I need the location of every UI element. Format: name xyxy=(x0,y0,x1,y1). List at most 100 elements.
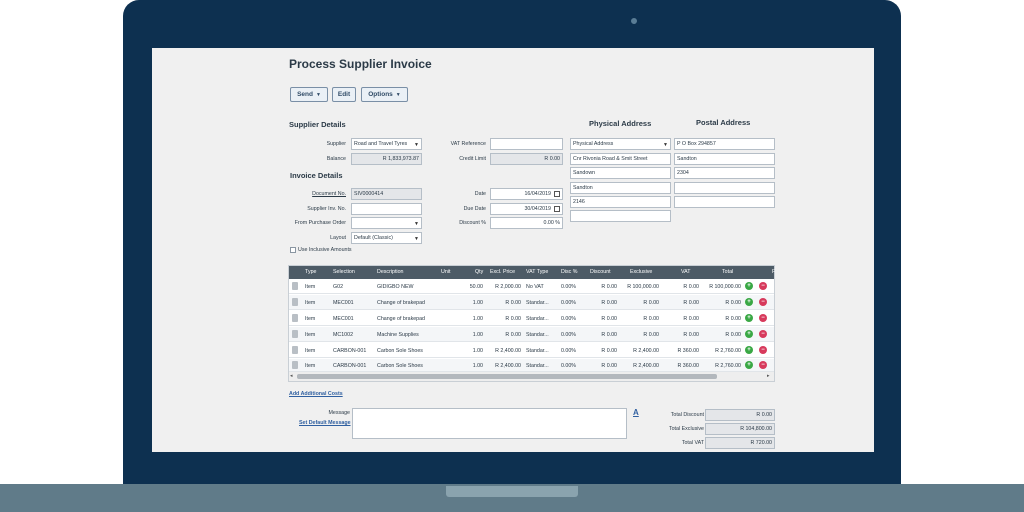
add-row-icon[interactable]: + xyxy=(745,330,753,338)
cell-discount: R 0.00 xyxy=(601,300,617,306)
col-disc-pct[interactable]: Disc % xyxy=(561,269,578,275)
postal-address-line-5[interactable] xyxy=(674,196,775,208)
table-row[interactable]: Item MEC001 Change of brakepad 1.00 R 0.… xyxy=(289,295,774,310)
physical-address-line-1[interactable]: Cnr Rivonia Road & Smit Street xyxy=(570,153,671,165)
table-row[interactable]: Item MC1002 Machine Supplies 1.00 R 0.00… xyxy=(289,327,774,342)
cell-type: Item xyxy=(305,332,316,338)
physical-address-line-2[interactable]: Sandown xyxy=(570,167,671,179)
balance-field: R 1,833,973.87 xyxy=(351,153,422,165)
total-vat-label: Total VAT xyxy=(681,440,704,446)
total-exclusive-label: Total Exclusive xyxy=(668,426,704,432)
remove-row-icon[interactable]: − xyxy=(759,330,767,338)
postal-address-line-1[interactable]: P O Box 294857 xyxy=(674,138,775,150)
scrollbar-thumb[interactable] xyxy=(297,374,717,379)
col-qty[interactable]: Qty xyxy=(475,269,484,275)
balance-value: R 1,833,973.87 xyxy=(382,156,419,162)
table-row[interactable]: Item CARBON-001 Carbon Sole Shoes 1.00 R… xyxy=(289,359,774,372)
cell-exclusive: R 0.00 xyxy=(643,332,659,338)
col-type[interactable]: Type xyxy=(305,269,317,275)
col-unit[interactable]: Unit xyxy=(441,269,451,275)
col-total[interactable]: Total xyxy=(722,269,734,275)
add-row-icon[interactable]: + xyxy=(745,298,753,306)
cell-discount: R 0.00 xyxy=(601,284,617,290)
add-row-icon[interactable]: + xyxy=(745,314,753,322)
text-format-icon[interactable]: A xyxy=(633,408,639,417)
layout-value: Default (Classic) xyxy=(354,235,393,241)
scroll-right-icon[interactable]: ▸ xyxy=(767,373,770,379)
calendar-icon[interactable] xyxy=(554,191,560,197)
cell-vat-type: Standar... xyxy=(526,316,549,322)
cell-selection: MEC001 xyxy=(333,316,354,322)
date-input[interactable]: 16/04/2019 xyxy=(490,188,563,200)
layout-select[interactable]: Default (Classic) ▼ xyxy=(351,232,422,244)
total-discount-label: Total Discount xyxy=(670,412,704,418)
grid-horizontal-scrollbar[interactable]: ◂ ▸ xyxy=(289,372,774,381)
cell-selection: MEC001 xyxy=(333,300,354,306)
col-vat[interactable]: VAT xyxy=(681,269,691,275)
table-row[interactable]: Item MEC001 Change of brakepad 1.00 R 0.… xyxy=(289,311,774,326)
col-discount[interactable]: Discount xyxy=(590,269,611,275)
col-vat-type[interactable]: VAT Type xyxy=(526,269,549,275)
table-row[interactable]: Item CARBON-001 Carbon Sole Shoes 1.00 R… xyxy=(289,343,774,358)
postal-address-line-3[interactable]: 2304 xyxy=(674,167,775,179)
cell-disc-pct: 0.00% xyxy=(561,316,577,322)
calendar-icon[interactable] xyxy=(554,206,560,212)
col-selection[interactable]: Selection xyxy=(333,269,355,275)
from-po-select[interactable]: ▼ xyxy=(351,217,422,229)
col-f[interactable]: F xyxy=(772,269,776,275)
supplier-inv-input[interactable] xyxy=(351,203,422,215)
add-row-icon[interactable]: + xyxy=(745,361,753,369)
total-discount-field: R 0.00 xyxy=(705,409,775,421)
cell-vat: R 0.00 xyxy=(683,316,699,322)
cell-price: R 0.00 xyxy=(505,332,521,338)
col-exclusive[interactable]: Exclusive xyxy=(630,269,653,275)
grid-header: Type Selection Description Unit Qty Excl… xyxy=(289,266,776,279)
add-row-icon[interactable]: + xyxy=(745,282,753,290)
discount-input[interactable]: 0.00 % xyxy=(490,217,563,229)
dropdown-icon: ▼ xyxy=(414,142,419,148)
message-textarea[interactable] xyxy=(352,408,627,439)
physical-address-line-5[interactable] xyxy=(570,210,671,222)
address-type-select[interactable]: Physical Address ▼ xyxy=(570,138,671,150)
physical-address-line-3[interactable]: Sandton xyxy=(570,182,671,194)
options-button[interactable]: Options ▼ xyxy=(361,87,408,102)
set-default-message-link[interactable]: Set Default Message xyxy=(299,420,351,426)
remove-row-icon[interactable]: − xyxy=(759,298,767,306)
postal-address-line-2[interactable]: Sandton xyxy=(674,153,775,165)
remove-row-icon[interactable]: − xyxy=(759,282,767,290)
document-icon xyxy=(292,361,298,369)
postal-address-line-4[interactable] xyxy=(674,182,775,194)
scroll-left-icon[interactable]: ◂ xyxy=(290,373,293,379)
cell-qty: 1.00 xyxy=(472,316,483,322)
remove-row-icon[interactable]: − xyxy=(759,314,767,322)
cell-description: GIDIGBO NEW xyxy=(377,284,414,290)
cell-discount: R 0.00 xyxy=(601,363,617,369)
add-row-icon[interactable]: + xyxy=(745,346,753,354)
add-additional-costs-link[interactable]: Add Additional Costs xyxy=(289,391,343,397)
col-description[interactable]: Description xyxy=(377,269,404,275)
dropdown-icon: ▼ xyxy=(414,221,419,227)
send-button[interactable]: Send ▼ xyxy=(290,87,328,102)
remove-row-icon[interactable]: − xyxy=(759,346,767,354)
table-row[interactable]: Item G02 GIDIGBO NEW 50.00 R 2,000.00 No… xyxy=(289,279,774,294)
cell-description: Machine Supplies xyxy=(377,332,419,338)
chevron-down-icon: ▼ xyxy=(395,91,401,98)
remove-row-icon[interactable]: − xyxy=(759,361,767,369)
vat-reference-input[interactable] xyxy=(490,138,563,150)
balance-label: Balance xyxy=(326,156,346,162)
cell-disc-pct: 0.00% xyxy=(561,300,577,306)
total-exclusive-field: R 104,800.00 xyxy=(705,423,775,435)
cell-disc-pct: 0.00% xyxy=(561,332,577,338)
physical-address-line-4[interactable]: 2146 xyxy=(570,196,671,208)
supplier-select[interactable]: Road and Travel Tyres ▼ xyxy=(351,138,422,150)
physical-line-1-value: Cnr Rivonia Road & Smit Street xyxy=(573,156,648,162)
due-date-value: 30/04/2019 xyxy=(524,206,551,212)
cell-discount: R 0.00 xyxy=(601,332,617,338)
inclusive-amounts-checkbox[interactable] xyxy=(290,247,296,253)
due-date-input[interactable]: 30/04/2019 xyxy=(490,203,563,215)
physical-line-4-value: 2146 xyxy=(573,199,585,205)
cell-type: Item xyxy=(305,348,316,354)
from-po-label: From Purchase Order xyxy=(294,220,346,226)
col-excl-price[interactable]: Excl. Price xyxy=(490,269,516,275)
edit-button[interactable]: Edit xyxy=(332,87,356,102)
